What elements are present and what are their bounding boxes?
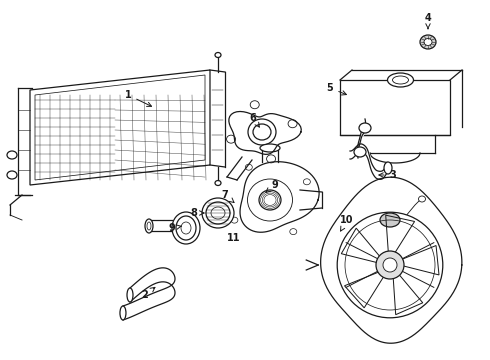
Ellipse shape [202,198,234,228]
Text: 10: 10 [340,215,354,231]
Ellipse shape [215,53,221,58]
Ellipse shape [420,35,436,49]
Ellipse shape [418,196,425,202]
Ellipse shape [250,101,259,109]
Text: 8: 8 [191,208,204,218]
Ellipse shape [226,135,236,143]
Ellipse shape [215,180,221,185]
Ellipse shape [383,258,397,272]
Ellipse shape [245,164,252,170]
Ellipse shape [337,212,443,318]
Text: 6: 6 [249,113,259,127]
Ellipse shape [260,144,280,152]
Text: 9: 9 [169,223,181,233]
Ellipse shape [424,39,432,45]
Ellipse shape [388,73,414,87]
Text: 5: 5 [327,83,346,95]
Ellipse shape [290,229,297,235]
Text: 2: 2 [142,287,155,300]
Text: 3: 3 [379,170,396,180]
Ellipse shape [7,171,17,179]
Ellipse shape [267,155,275,163]
Text: 9: 9 [266,180,278,192]
Text: 11: 11 [227,233,241,243]
FancyBboxPatch shape [340,80,450,135]
Text: 1: 1 [124,90,151,107]
Ellipse shape [359,123,371,133]
Ellipse shape [384,162,392,174]
Ellipse shape [145,219,153,233]
Ellipse shape [172,212,200,244]
Ellipse shape [288,120,297,128]
Ellipse shape [120,306,126,320]
Ellipse shape [376,251,404,279]
Polygon shape [320,177,462,343]
Ellipse shape [231,217,238,223]
Ellipse shape [303,179,310,185]
Ellipse shape [354,147,366,157]
Ellipse shape [380,213,400,227]
Text: 4: 4 [425,13,431,29]
Ellipse shape [127,288,133,302]
Ellipse shape [7,151,17,159]
Text: 7: 7 [221,190,234,203]
